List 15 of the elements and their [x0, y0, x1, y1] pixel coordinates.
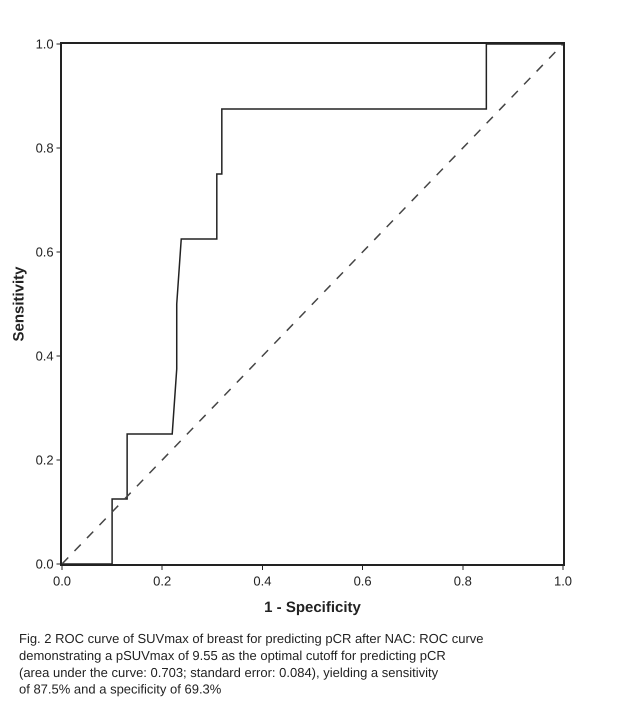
x-tick-label: 0.2 — [153, 573, 172, 588]
y-tick-label: 0.6 — [36, 244, 54, 260]
y-tick-label: 0.4 — [36, 348, 54, 364]
x-tick-label: 0.4 — [253, 573, 272, 588]
x-tick-label: 0.8 — [454, 573, 472, 588]
y-axis-title: Sensitivity — [10, 266, 28, 342]
y-tick-label: 0.0 — [36, 556, 54, 572]
y-tick-label: 1.0 — [36, 36, 54, 52]
x-tick-label: 0.0 — [52, 573, 72, 588]
x-tick-label: 1.0 — [554, 573, 572, 588]
y-tick-label: 0.2 — [36, 452, 54, 468]
x-tick-label: 0.6 — [354, 573, 372, 588]
caption: Fig. 2 ROC curve of SUVmax of breast for predicting pCR after NAC: ROC curve demonstrating a pSUVmax of 9.55 as the optimal cutoff for predicting pCR (area under the curve: 0.703; standard error: 0.084), yielding a sensitivity of 87.5% and a specificity of 69.3% — [19, 631, 484, 697]
y-tick-label: 0.8 — [36, 140, 54, 156]
x-axis-title: 1 - Specificity — [264, 598, 362, 616]
